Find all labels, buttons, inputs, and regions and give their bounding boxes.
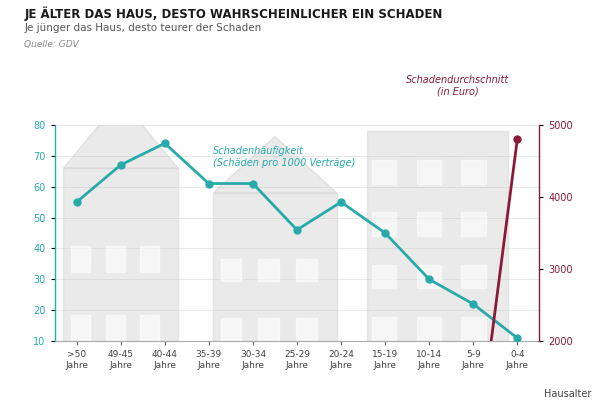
- Bar: [461, 265, 486, 288]
- Bar: [258, 319, 279, 341]
- Bar: [372, 265, 396, 288]
- Text: Quelle: GDV: Quelle: GDV: [24, 40, 79, 49]
- Bar: [105, 315, 125, 341]
- Polygon shape: [213, 136, 336, 193]
- Text: Schadendurchschnitt
(in Euro): Schadendurchschnitt (in Euro): [406, 75, 509, 97]
- Bar: [416, 160, 441, 183]
- Bar: [105, 245, 125, 272]
- Bar: [416, 213, 441, 236]
- Bar: [367, 131, 508, 341]
- Bar: [296, 319, 316, 341]
- Text: Hausalter: Hausalter: [544, 389, 591, 399]
- Bar: [71, 245, 90, 272]
- Text: Schadenhäufigkeit
(Schäden pro 1000 Verträge): Schadenhäufigkeit (Schäden pro 1000 Vert…: [213, 146, 356, 168]
- Bar: [213, 193, 336, 341]
- Bar: [221, 259, 241, 281]
- Bar: [372, 213, 396, 236]
- Bar: [140, 245, 159, 272]
- Bar: [221, 319, 241, 341]
- Bar: [140, 315, 159, 341]
- Bar: [461, 160, 486, 183]
- Polygon shape: [64, 99, 178, 168]
- Text: JE ÄLTER DAS HAUS, DESTO WAHRSCHEINLICHER EIN SCHADEN: JE ÄLTER DAS HAUS, DESTO WAHRSCHEINLICHE…: [24, 6, 442, 21]
- Text: Je jünger das Haus, desto teurer der Schaden: Je jünger das Haus, desto teurer der Sch…: [24, 23, 262, 33]
- Bar: [461, 317, 486, 341]
- Bar: [372, 317, 396, 341]
- Bar: [64, 168, 178, 341]
- Bar: [461, 213, 486, 236]
- Bar: [416, 317, 441, 341]
- Bar: [416, 265, 441, 288]
- Bar: [372, 160, 396, 183]
- Bar: [296, 259, 316, 281]
- Bar: [71, 315, 90, 341]
- Bar: [258, 259, 279, 281]
